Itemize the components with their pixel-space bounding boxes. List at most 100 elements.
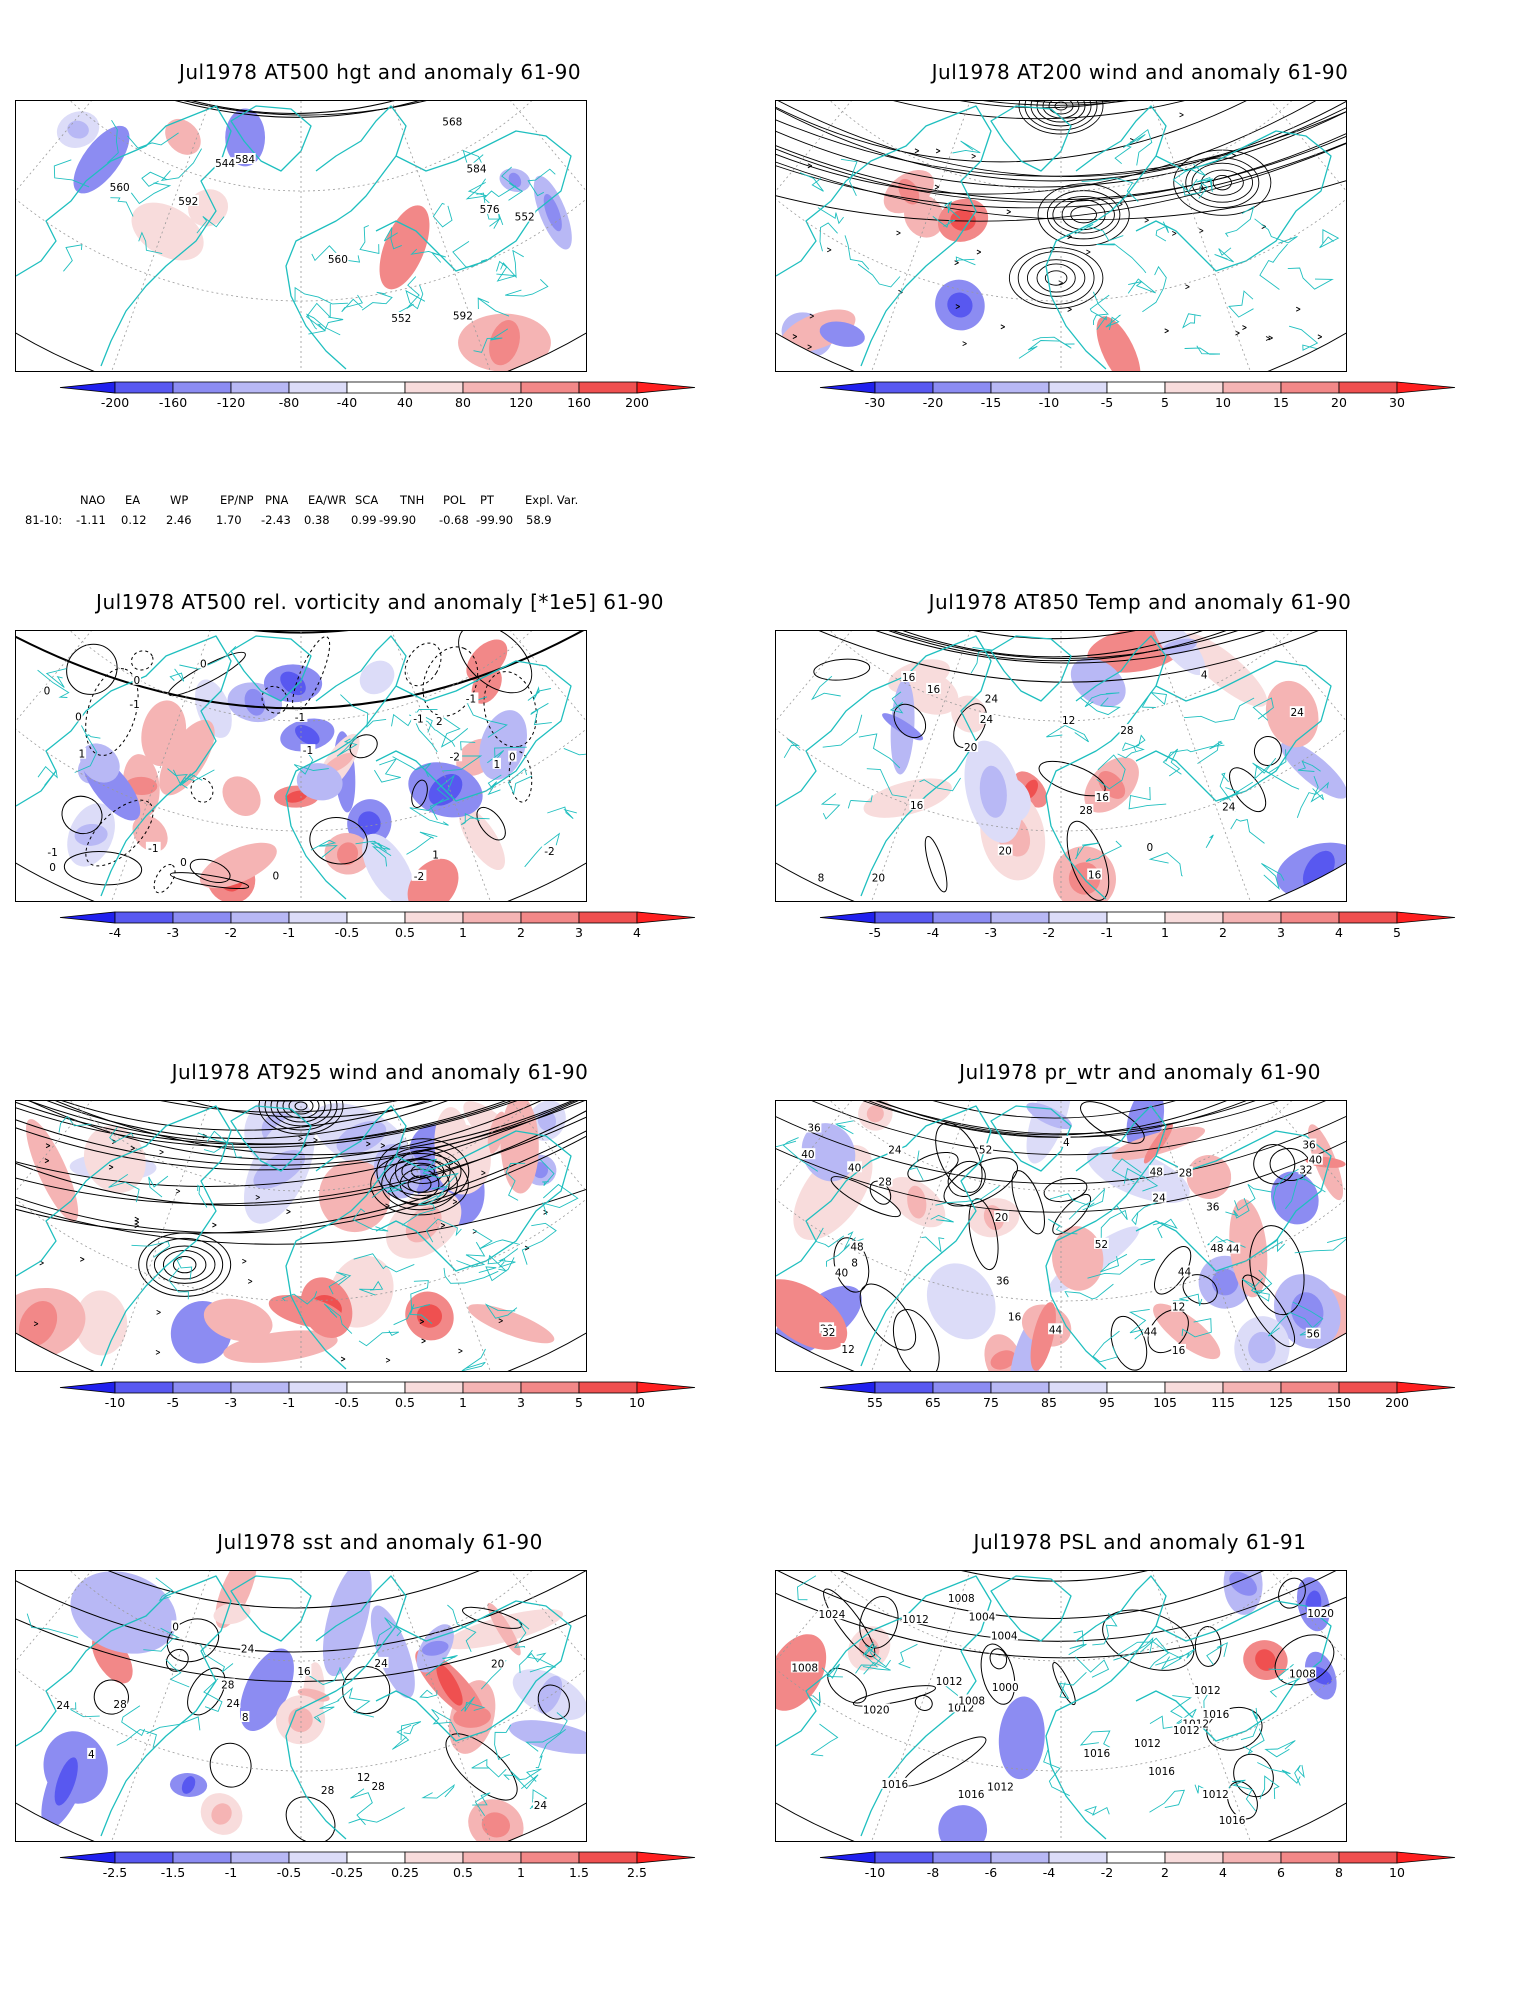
colorbar-tick-label: 1 [517,1865,525,1880]
colorbar: -30 -20 -15 -10 -5 5 10 15 20 30 [819,380,1460,414]
colorbar-tick-label: 115 [1211,1395,1235,1410]
colorbar-segment [114,1851,174,1864]
colorbar-segment [462,1381,522,1394]
map-plot: 0 0 0 -1 -1 -2 1 1 -1 0 -2 2 -1 0 0 -1 -1 1 -1 0 -2 0 [15,630,587,902]
contour-label: 24 [374,1658,388,1670]
contour-label: 28 [221,1679,234,1691]
contour-label: 24 [226,1698,240,1710]
colorbar-segment [1164,1851,1224,1864]
colorbar-segment [578,911,638,924]
colorbar-tick-label: 4 [1335,925,1343,940]
index-value: 0.12 [121,513,147,527]
map-plot: 24 28 28 12 16 20 24 28 8 4 0 24 24 28 24 [15,1570,587,1842]
index-value: 1.70 [216,513,242,527]
colorbar-tick-label: 85 [1041,1395,1057,1410]
colorbar-tick-label: -3 [985,925,997,940]
contour-label: 2 [436,716,443,728]
colorbar-tick-label: -2 [225,925,237,940]
contour-label: 592 [453,311,473,323]
contour-label: 52 [1095,1239,1108,1251]
colorbar-tick-label: -160 [159,395,187,410]
map-plot: 5236404448124816202428323640444856524840… [775,1100,1347,1372]
colorbar-segment [874,1851,934,1864]
contour-label: 0 [172,1621,179,1633]
contour-label: 16 [1096,792,1110,804]
colorbar-segment [932,1381,992,1394]
colorbar-segment [404,381,464,394]
contour-label: 4 [1063,1137,1070,1149]
colorbar-segment [230,911,290,924]
contour-label: 24 [1152,1193,1166,1205]
colorbar-tick-label: 3 [575,925,583,940]
colorbar: 55 65 75 85 95 105 115 125 150 200 [819,1380,1460,1414]
panel-title: Jul1978 PSL and anomaly 61-91 [973,1530,1307,1554]
index-name: EP/NP [220,493,254,507]
contour-label: 1008 [791,1662,818,1674]
colorbar-tick-label: 2 [1161,1865,1169,1880]
colorbar: -4 -3 -2 -1 -0.5 0.5 1 2 3 4 [59,910,700,944]
colorbar-tick-label: 8 [1335,1865,1343,1880]
colorbar-segment [874,911,934,924]
colorbar-tick-label: 0.5 [453,1865,473,1880]
map-plot [775,100,1347,372]
contour-label: 28 [113,1699,126,1711]
colorbar-tick-label: -2.5 [103,1865,127,1880]
contour-label: 16 [1008,1312,1022,1324]
colorbar-tick-label: -1 [1101,925,1113,940]
contour-label: -1 [148,843,158,855]
contour-label: 576 [480,204,500,216]
colorbar-segment [636,1381,696,1394]
colorbar-segment [1164,1381,1224,1394]
colorbar-segment [1106,381,1166,394]
contour-label: 1012 [902,1614,929,1626]
contour-label: 1016 [958,1789,985,1801]
colorbar-segment [1222,1851,1282,1864]
contour-label: 16 [902,672,916,684]
contour-label: 36 [807,1123,821,1135]
colorbar-tick-label: 95 [1099,1395,1115,1410]
colorbar-segment [288,1381,348,1394]
colorbar-tick-label: -6 [985,1865,998,1880]
contour-label: 1 [79,749,86,761]
teleconnection-indices: NAO EA WP EP/NP PNA EA/WR SCA TNH POL PT Expl. Var… [0,490,760,530]
colorbar-tick-label: 55 [867,1395,883,1410]
colorbar-segment [932,911,992,924]
colorbar-tick-label: -5 [1101,395,1113,410]
colorbar-segment [819,911,876,924]
contour-label: 24 [534,1800,548,1812]
colorbar-tick-label: -3 [167,925,179,940]
colorbar-tick-label: -10 [865,1865,885,1880]
panel-vort500: Jul1978 AT500 rel. vorticity and anomaly… [0,590,760,1060]
colorbar-tick-label: -8 [927,1865,940,1880]
index-value: -0.68 [439,513,469,527]
panel-prwtr: Jul1978 pr_wtr and anomaly 61-90 52 36 40 4… [760,1060,1520,1530]
colorbar-tick-label: -4 [109,925,122,940]
colorbar-segment [59,1381,116,1394]
colorbar-tick-label: 10 [1389,1865,1405,1880]
index-name: WP [170,493,189,507]
colorbar-tick-label: -5 [869,925,881,940]
colorbar-tick-label: -200 [101,395,129,410]
colorbar-segment [59,381,116,394]
contour-label: 0 [44,686,51,698]
contour-label: 28 [321,1785,334,1797]
contour-label: 28 [372,1781,385,1793]
contour-label: 24 [1222,802,1236,814]
colorbar-tick-label: -1 [225,1865,237,1880]
colorbar-tick-label: 10 [629,1395,645,1410]
colorbar-segment [1338,911,1398,924]
colorbar-segment [520,381,580,394]
contour-label: 1008 [958,1695,985,1707]
contour-label: 0 [1146,842,1153,854]
colorbar-tick-label: -3 [225,1395,237,1410]
contour-label: 52 [979,1144,992,1156]
contour-label: 24 [980,714,994,726]
colorbar-segment [1338,381,1398,394]
colorbar-tick-label: -15 [981,395,1001,410]
contour-label: 24 [56,1700,70,1712]
colorbar-tick-label: 30 [1389,395,1405,410]
map-plot: 592 544 552 552 560 560 568 576 584 592 584 [15,100,587,372]
colorbar-segment [462,1851,522,1864]
panel-psl: Jul1978 PSL and anomaly 61-91 1012 1016 10… [760,1530,1520,2000]
colorbar-segment [1396,1851,1456,1864]
